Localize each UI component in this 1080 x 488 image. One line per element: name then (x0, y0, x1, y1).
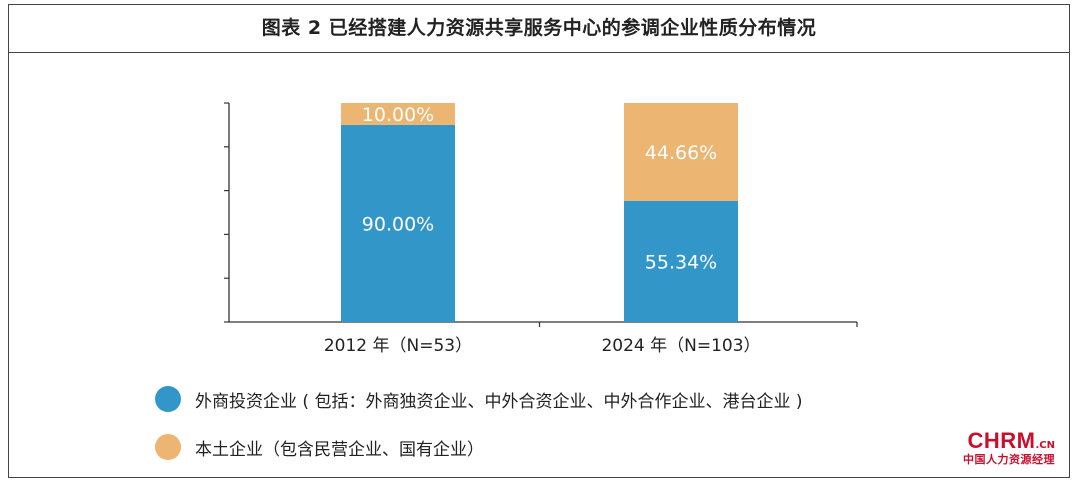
logo-wordmark: CHRM (967, 428, 1036, 453)
legend-label-local: 本土企业（包含民营企业、国有企业） (195, 439, 484, 460)
stacked-bar-chart: 90.00% 10.00% 2012 年（N=53） 55.34% 44.66% 2024… (224, 102, 858, 356)
legend-swatch-local (155, 434, 181, 460)
chrm-logo: CHRM.CN 中国人力资源经理 (963, 428, 1055, 466)
logo-subtitle: 中国人力资源经理 (963, 453, 1055, 466)
chart-frame: 图表 2 已经搭建人力资源共享服务中心的参调企业性质分布情况 90.00% 10.… (8, 4, 1070, 478)
bar-data-label: 44.66% (645, 142, 717, 164)
bar-segment-foreign-1 (624, 200, 738, 322)
title-divider (9, 52, 1069, 53)
legend-label-foreign: 外商投资企业 ( 包括：外商独资企业、中外合资企业、中外合作企业、港台企业 ) (195, 391, 803, 412)
legend-item-local: 本土企业（包含民营企业、国有企业） (155, 433, 484, 461)
x-tick-label: 2024 年（N=103） (601, 336, 760, 356)
x-tick-label: 2012 年（N=53） (324, 336, 472, 356)
legend-item-foreign: 外商投资企业 ( 包括：外商独资企业、中外合资企业、中外合作企业、港台企业 ) (155, 385, 802, 413)
bar-data-label: 55.34% (645, 251, 717, 273)
bar-data-label: 90.00% (362, 213, 434, 235)
legend-swatch-foreign (155, 386, 181, 412)
bar-segment-local-1 (624, 103, 738, 201)
logo-domain-suffix: .CN (1035, 440, 1055, 451)
bar-segment-local-0 (341, 103, 455, 125)
chart-title: 图表 2 已经搭建人力资源共享服务中心的参调企业性质分布情况 (261, 17, 817, 39)
bar-data-label: 10.00% (362, 104, 434, 126)
bar-segment-foreign-0 (341, 124, 455, 323)
